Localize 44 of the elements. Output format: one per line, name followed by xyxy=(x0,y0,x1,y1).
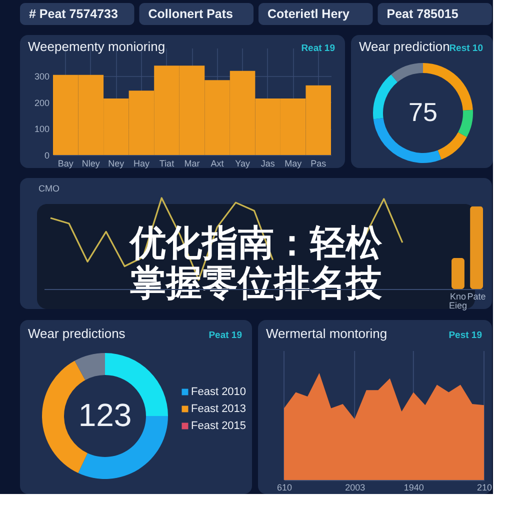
donut-slice xyxy=(74,353,105,380)
donut-slice xyxy=(373,74,398,120)
text: Rest 10 xyxy=(449,43,483,54)
x-tick-label: Tiat xyxy=(159,158,175,168)
chart-title: Wermertal montoring xyxy=(266,326,388,341)
x-tick-label: 2003 xyxy=(345,482,366,492)
text: Collonert Pats xyxy=(148,7,234,21)
donut-slice xyxy=(391,63,423,82)
text: Peat 19 xyxy=(208,330,242,341)
x-tick-label: Axt xyxy=(210,158,224,168)
x-tick-label: Hay xyxy=(133,158,150,168)
x-tick-label: Nley xyxy=(82,158,100,168)
x-tick-label: 210 xyxy=(476,482,492,492)
y-tick-label: 0 xyxy=(44,150,50,160)
y-tick-label: 200 xyxy=(34,98,50,108)
text: 123 xyxy=(78,397,132,433)
y-axis-title: CMO xyxy=(38,184,60,194)
x-tick-label: Pate xyxy=(467,292,486,302)
x-tick-label: Pas xyxy=(310,158,327,168)
x-tick-label: 1940 xyxy=(404,482,424,492)
chart-title: Weepementy monioring xyxy=(28,39,166,54)
legend-label: Feast 2010 xyxy=(191,386,246,398)
x-tick-label: Yay xyxy=(235,158,250,168)
chart-title: Wear predictions xyxy=(28,326,126,341)
text: # Peat 7574733 xyxy=(29,7,118,21)
x-tick-label: May xyxy=(284,158,302,168)
legend-label: Feast 2015 xyxy=(191,420,246,432)
donut-slice xyxy=(458,110,473,138)
text: Pest 19 xyxy=(448,330,482,341)
donut-slice xyxy=(438,132,467,160)
text: 75 xyxy=(408,97,438,127)
text: Peat 785015 xyxy=(386,7,458,21)
x-tick-label: Mar xyxy=(184,158,200,168)
chart-title: Wear prediction xyxy=(359,39,450,54)
x-tick-label: Ney xyxy=(108,158,125,168)
x-tick-label: 610 xyxy=(276,482,292,492)
x-tick-label: Jas xyxy=(260,158,276,168)
text: Reat 19 xyxy=(301,43,335,54)
y-tick-label: 300 xyxy=(34,72,50,82)
y-tick-label: 100 xyxy=(34,124,50,134)
x-tick-label: Kno Eieg xyxy=(448,292,467,310)
text: Coterietl Hery xyxy=(268,7,350,21)
legend-label: Feast 2013 xyxy=(191,403,246,415)
x-tick-label: Bay xyxy=(58,158,74,168)
